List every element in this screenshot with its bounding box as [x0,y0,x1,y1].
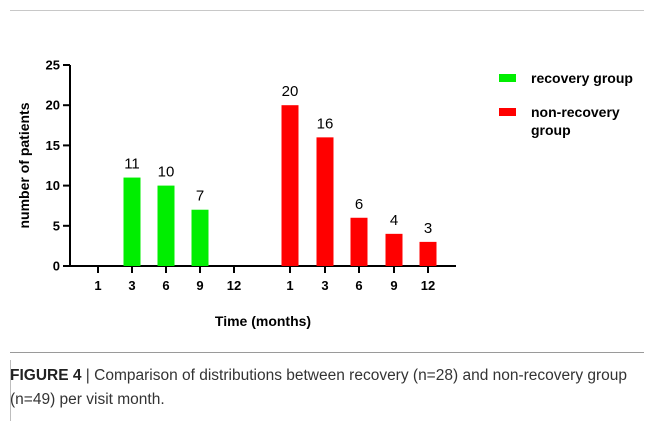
y-tick-label: 15 [46,138,60,153]
y-tick-label: 25 [46,58,60,73]
x-tick-label: 3 [128,278,135,293]
x-tick-label: 12 [421,278,435,293]
y-tick-label: 20 [46,98,60,113]
x-tick-label: 1 [286,278,293,293]
x-tick-label: 3 [321,278,328,293]
data-label: 20 [282,83,299,100]
caption-label: FIGURE 4 [10,367,82,384]
chart-bars [123,105,437,266]
x-tick-label: 12 [227,278,241,293]
bar [281,105,299,266]
caption-divider [10,352,644,353]
bar [419,241,437,266]
data-label: 16 [317,115,334,132]
data-label: 4 [390,212,398,229]
data-label: 3 [424,220,432,237]
y-tick-label: 0 [53,259,60,274]
bar [316,137,334,266]
bar [191,209,209,266]
data-label: 7 [196,188,204,205]
data-label: 10 [158,164,175,181]
y-tick-label: 5 [53,218,60,233]
figure-caption: FIGURE 4 | Comparison of distributions b… [10,364,650,412]
x-tick-label: 1 [94,278,101,293]
legend-label: non-recovery group [531,104,620,138]
x-tick-label: 9 [196,278,203,293]
x-tick-label: 9 [390,278,397,293]
legend-swatch [499,108,516,116]
chart-data-labels: 11 10 7 20 16 6 4 3 [124,83,432,237]
x-axis-title: Time (months) [215,313,311,329]
data-label: 11 [124,156,140,173]
bar [350,217,368,266]
chart-axes: 0 5 10 15 20 25 1 3 6 9 12 1 3 6 9 12 Time (months) numbe… [16,58,456,329]
y-tick-label: 10 [46,178,60,193]
bar [157,185,175,266]
caption-text: Comparison of distributions between reco… [10,367,628,408]
legend-label: recovery group [531,70,633,86]
caption-left-rule [10,360,11,421]
bar [123,177,141,266]
data-label: 6 [355,196,363,213]
x-tick-label: 6 [355,278,362,293]
y-axis-title: number of patients [16,102,32,228]
legend-swatch [499,74,516,82]
bar [385,233,403,266]
chart-legend: recovery group non-recovery group [499,70,633,138]
x-tick-label: 6 [162,278,169,293]
top-rule [10,10,644,11]
caption-separator: | [85,367,90,384]
bar-chart: 0 5 10 15 20 25 1 3 6 9 12 1 3 6 9 12 Time (months) numbe… [16,58,633,330]
